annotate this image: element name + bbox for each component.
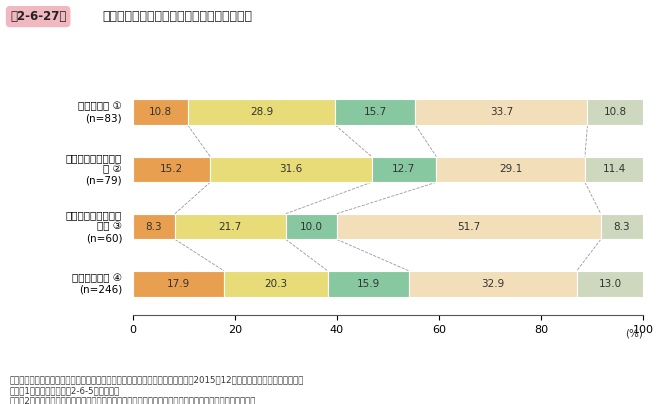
Text: 8.3: 8.3 [614,221,631,231]
Text: 20.3: 20.3 [265,279,287,289]
Text: （注）1．企業分類は、第2-6-5図に従う。: （注）1．企業分類は、第2-6-5図に従う。 [10,386,120,395]
Text: 15.2: 15.2 [160,164,183,175]
Text: 15.9: 15.9 [357,279,380,289]
Text: 21.7: 21.7 [219,221,242,231]
Text: (%): (%) [625,328,643,338]
Bar [188,99,335,125]
Bar [175,214,286,240]
Text: 8.3: 8.3 [145,221,162,231]
Text: 2．ここでいうモニタリングとは、投資行動の進捗把握やコスト管理、スケジュール管理等を指す。: 2．ここでいうモニタリングとは、投資行動の進捗把握やコスト管理、スケジュール管理… [10,397,257,404]
Text: 企業分類別に見たモニタリングの実施頻度: 企業分類別に見たモニタリングの実施頻度 [103,10,253,23]
Text: 31.6: 31.6 [279,164,302,175]
Bar [210,156,371,182]
Bar [337,214,601,240]
Text: 28.9: 28.9 [250,107,273,117]
Bar [224,271,328,297]
Bar [133,156,210,182]
Text: 資料：中小企業庁委託「中小企業の成長と投資行動に関するアンケート調査」（2015年12月、（株）帝国データバンク）: 資料：中小企業庁委託「中小企業の成長と投資行動に関するアンケート調査」（2015… [10,375,304,384]
Bar [416,99,587,125]
Bar [133,99,188,125]
Bar [133,271,224,297]
Bar [577,271,643,297]
Text: 33.7: 33.7 [490,107,513,117]
Bar [436,156,585,182]
Text: 29.1: 29.1 [499,164,522,175]
Text: 10.8: 10.8 [149,107,172,117]
Text: 17.9: 17.9 [166,279,190,289]
Bar [133,214,175,240]
Bar [585,156,643,182]
Text: 15.7: 15.7 [364,107,387,117]
Bar [328,271,409,297]
Bar [335,99,416,125]
Bar [587,99,642,125]
Text: 10.8: 10.8 [603,107,627,117]
Bar [286,214,337,240]
Text: 13.0: 13.0 [599,279,621,289]
Text: 32.9: 32.9 [481,279,505,289]
Text: 第2-6-27図: 第2-6-27図 [10,10,66,23]
Text: 12.7: 12.7 [392,164,416,175]
Bar [601,214,643,240]
Text: 11.4: 11.4 [603,164,626,175]
Bar [371,156,436,182]
Text: 10.0: 10.0 [300,221,323,231]
Bar [409,271,577,297]
Text: 51.7: 51.7 [457,221,481,231]
